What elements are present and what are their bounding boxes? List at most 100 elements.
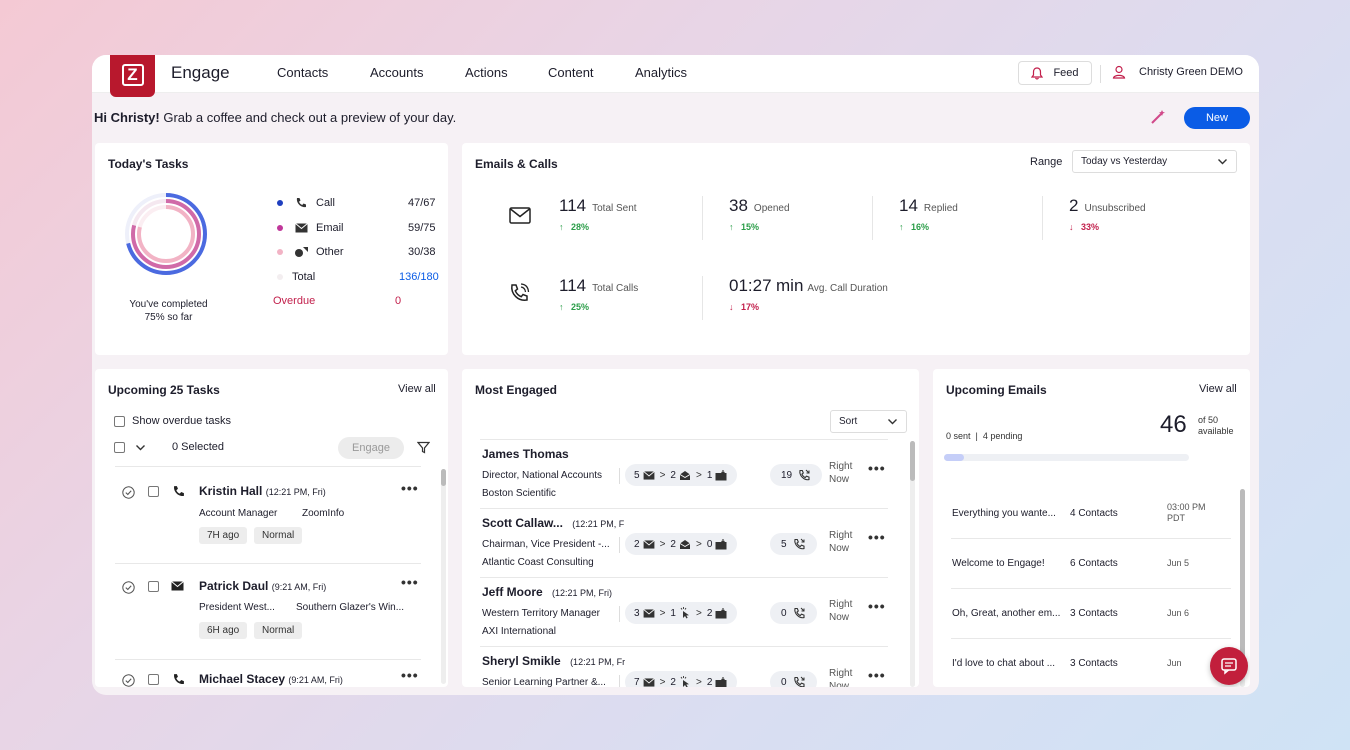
select-all-checkbox[interactable] — [114, 442, 125, 453]
show-overdue-toggle[interactable]: Show overdue tasks — [114, 415, 231, 427]
engage-button[interactable]: Engage — [338, 437, 404, 459]
email-engagement-pill[interactable]: 3 >1 >2 — [625, 602, 738, 624]
calls-pill[interactable]: 19 — [770, 464, 823, 486]
engaged-contact-row[interactable]: Scott Callaw... (12:21 PM, F Chairman, Vi… — [480, 509, 888, 578]
email-stats-icon — [509, 207, 531, 224]
task-checkbox[interactable] — [148, 674, 159, 685]
more-options-icon[interactable]: ••• — [868, 667, 886, 683]
more-options-icon[interactable]: ••• — [401, 574, 419, 590]
scroll-thumb[interactable] — [441, 469, 446, 486]
contact-name: Patrick Daul — [199, 579, 269, 593]
view-all-link[interactable]: View all — [398, 383, 436, 395]
most-engaged-scrollbar[interactable] — [910, 441, 915, 687]
email-label: Email — [316, 222, 344, 234]
new-button[interactable]: New — [1184, 107, 1250, 129]
nav-actions[interactable]: Actions — [465, 65, 508, 80]
task-checkbox[interactable] — [148, 581, 159, 592]
tasks-scrollbar[interactable] — [441, 469, 446, 684]
contact-name: Jeff Moore — [482, 585, 543, 599]
upcoming-email-row[interactable]: I'd love to chat about ... 3 Contacts Jun — [951, 639, 1231, 687]
magic-wand-icon[interactable] — [1150, 109, 1168, 125]
stat-label: Avg. Call Duration — [807, 283, 888, 294]
email-engagement-pill[interactable]: 5 >2 >1 — [625, 464, 738, 486]
emails-scrollbar[interactable] — [1240, 489, 1245, 687]
range-dropdown[interactable]: Today vs Yesterday — [1072, 150, 1237, 173]
nav-content[interactable]: Content — [548, 65, 594, 80]
engaged-contact-row[interactable]: Jeff Moore (12:21 PM, Fri) Western Territ… — [480, 578, 888, 647]
scroll-thumb[interactable] — [910, 441, 915, 481]
task-checkbox[interactable] — [148, 486, 159, 497]
chat-icon — [1221, 658, 1237, 675]
upcoming-email-row[interactable]: Everything you wante... 4 Contacts 03:00 P… — [951, 489, 1231, 539]
logo-letter: Z — [121, 64, 144, 86]
email-engagement-pill[interactable]: 2 >2 >0 — [625, 533, 738, 555]
complete-check-icon[interactable] — [122, 581, 135, 594]
schedule-line-1: Jun — [1167, 658, 1182, 668]
task-contact[interactable]: Michael Stacey (9:21 AM, Fri) — [199, 672, 343, 686]
sent-count: 7 — [634, 676, 640, 688]
engaged-count: 2 — [670, 538, 676, 550]
email-engagement-pill[interactable]: 7 >2 >2 — [625, 671, 738, 688]
task-time: (12:21 PM, Fri) — [265, 487, 326, 497]
user-menu[interactable]: Christy Green DEMO — [1112, 65, 1243, 79]
task-row[interactable]: Michael Stacey (9:21 AM, Fri) ••• — [115, 660, 421, 687]
upcoming-email-row[interactable]: Oh, Great, another em... 3 Contacts Jun 6 — [951, 589, 1231, 639]
total-value: 136/180 — [399, 271, 439, 283]
complete-check-icon[interactable] — [122, 674, 135, 687]
show-overdue-checkbox[interactable] — [114, 415, 125, 427]
contact-header[interactable]: Scott Callaw... (12:21 PM, F — [482, 516, 624, 530]
more-options-icon[interactable]: ••• — [401, 480, 419, 496]
contact-company: ZoomInfo — [302, 508, 345, 519]
chevron-right-icon: > — [695, 676, 702, 688]
divider — [619, 606, 620, 622]
filter-icon[interactable] — [417, 441, 430, 454]
feed-button[interactable]: Feed — [1018, 61, 1092, 85]
legend-overdue: Overdue 0 — [273, 293, 401, 309]
upcoming-email-row[interactable]: Welcome to Engage! 6 Contacts Jun 5 — [951, 539, 1231, 589]
last-engaged-line-2: Now — [829, 681, 850, 687]
brand-logo[interactable]: Z — [110, 55, 155, 97]
view-all-link[interactable]: View all — [1199, 383, 1237, 395]
engaged-contact-row[interactable]: James Thomas Director, National Accounts… — [480, 440, 888, 509]
calls-pill[interactable]: 0 — [770, 671, 817, 687]
last-engaged-line-2: Now — [829, 543, 850, 554]
more-options-icon[interactable]: ••• — [868, 460, 886, 476]
calls-pill[interactable]: 5 — [770, 533, 817, 555]
contact-title: Western Territory Manager — [482, 608, 601, 619]
scroll-thumb[interactable] — [1240, 489, 1245, 667]
more-options-icon[interactable]: ••• — [401, 667, 419, 683]
envelope-icon — [295, 223, 308, 233]
contact-header[interactable]: Sheryl Smikle (12:21 PM, Fr — [482, 654, 625, 668]
nav-accounts[interactable]: Accounts — [370, 65, 424, 80]
task-contact[interactable]: Kristin Hall (12:21 PM, Fri) — [199, 484, 326, 498]
stat-label: Unsubscribed — [1084, 203, 1146, 214]
phone-icon — [174, 486, 184, 496]
divider — [115, 466, 421, 467]
open-envelope-icon — [679, 470, 691, 480]
task-row[interactable]: Patrick Daul (9:21 AM, Fri) ••• Presiden… — [115, 564, 421, 660]
available-caption: of 50 available — [1198, 415, 1234, 437]
chat-widget-button[interactable] — [1210, 647, 1248, 685]
stat-label: Replied — [923, 203, 958, 214]
task-row[interactable]: Kristin Hall (12:21 PM, Fri) ••• Account… — [115, 468, 421, 564]
upcoming-emails-card: Upcoming Emails View all 0 sent | 4 pend… — [933, 369, 1250, 687]
more-options-icon[interactable]: ••• — [868, 529, 886, 545]
nav-analytics[interactable]: Analytics — [635, 65, 688, 80]
nav-contacts[interactable]: Contacts — [277, 65, 329, 80]
more-options-icon[interactable]: ••• — [868, 598, 886, 614]
contact-header[interactable]: James Thomas — [482, 447, 575, 461]
last-engaged-line-1: Right — [829, 530, 853, 541]
divider — [619, 675, 620, 687]
task-contact[interactable]: Patrick Daul (9:21 AM, Fri) — [199, 579, 326, 593]
sort-dropdown[interactable]: Sort — [830, 410, 907, 433]
stat-unsubscribed: 2 Unsubscribed ↓ 33% — [1069, 196, 1146, 232]
overdue-value: 0 — [395, 295, 402, 307]
complete-check-icon[interactable] — [122, 486, 135, 499]
available-label: available — [1198, 426, 1234, 436]
greeting-name: Hi Christy! — [94, 110, 160, 125]
engaged-contact-row[interactable]: Sheryl Smikle (12:21 PM, Fr Senior Learni… — [480, 647, 888, 687]
chevron-down-icon[interactable] — [135, 442, 146, 453]
calls-pill[interactable]: 0 — [770, 602, 817, 624]
chevron-right-icon: > — [659, 607, 666, 619]
contact-header[interactable]: Jeff Moore (12:21 PM, Fri) — [482, 585, 612, 599]
